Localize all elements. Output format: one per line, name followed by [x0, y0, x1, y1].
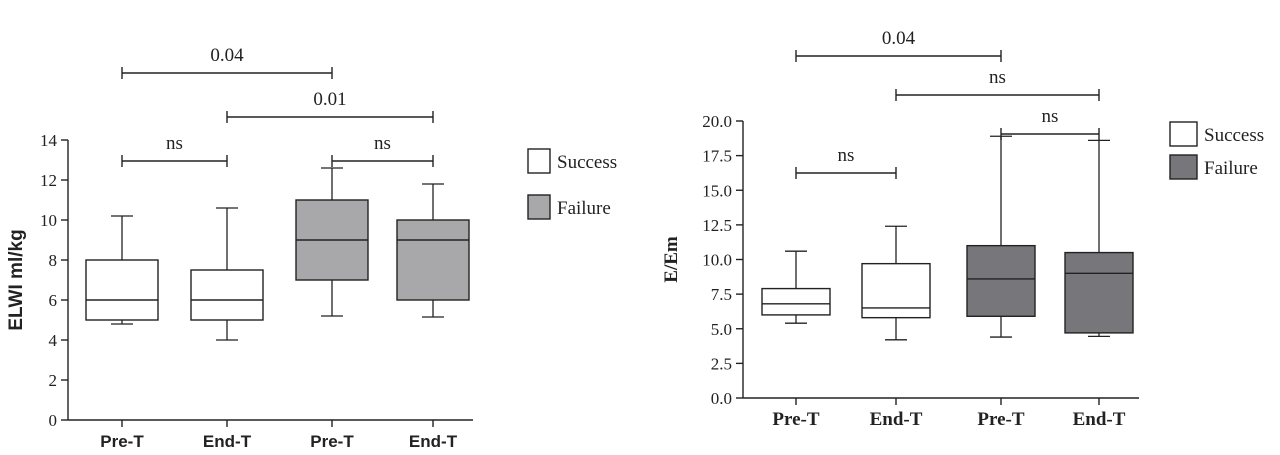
- y-tick-label: 7.5: [711, 285, 732, 304]
- y-tick-label: 6: [49, 291, 58, 310]
- comparison-label: 0.01: [313, 89, 346, 110]
- y-tick-label: 2: [49, 371, 58, 390]
- comparison-bracket: 0.01: [226, 89, 434, 123]
- box-iqr: [396, 219, 470, 301]
- box-3: [966, 135, 1036, 338]
- box-iqr: [1064, 251, 1134, 334]
- comparison-label: ns: [374, 133, 391, 154]
- x-tick-label: End-T: [870, 409, 923, 430]
- comparison-label: ns: [1042, 106, 1059, 127]
- box-4: [396, 183, 470, 318]
- x-tick-label: End-T: [203, 432, 252, 450]
- y-tick-label: 4: [49, 331, 58, 350]
- box-3: [295, 167, 369, 317]
- box-iqr: [861, 262, 931, 319]
- comparison-label: ns: [166, 133, 183, 154]
- y-tick-label: 14: [40, 131, 58, 150]
- y-tick-label: 0.0: [711, 389, 732, 408]
- box-1: [85, 215, 159, 325]
- x-tick-label: End-T: [1073, 409, 1126, 430]
- x-tick-label: Pre-T: [310, 432, 354, 450]
- y-tick-label: 12.5: [702, 216, 732, 235]
- box-iqr: [761, 287, 831, 316]
- y-axis-label: E/Em: [661, 236, 682, 283]
- box-iqr: [966, 244, 1036, 317]
- legend-item: Failure: [1169, 154, 1258, 180]
- x-tick-label: Pre-T: [100, 432, 144, 450]
- legend-label: Failure: [557, 198, 611, 219]
- box-1: [761, 250, 831, 324]
- comparison-bracket: ns: [121, 133, 228, 167]
- legend-item: Failure: [527, 194, 611, 220]
- comparison-label: ns: [838, 145, 855, 166]
- y-tick-label: 2.5: [711, 354, 732, 373]
- legend-item: Success: [1169, 121, 1264, 147]
- y-tick-label: 5.0: [711, 320, 732, 339]
- y-tick-label: 0: [49, 411, 58, 430]
- comparison-label: 0.04: [882, 28, 916, 49]
- box-2: [190, 207, 264, 341]
- x-tick-label: Pre-T: [977, 409, 1024, 430]
- comparison-bracket: 0.04: [795, 28, 1002, 62]
- legend-label: Failure: [1204, 158, 1258, 179]
- y-tick-label: 12: [40, 171, 57, 190]
- comparison-bracket: ns: [331, 133, 434, 167]
- box-iqr: [190, 269, 264, 321]
- y-tick-label: 10.0: [702, 251, 732, 270]
- comparison-bracket: ns: [795, 145, 897, 179]
- x-tick-label: Pre-T: [772, 409, 819, 430]
- y-tick-label: 20.0: [702, 112, 732, 131]
- box-iqr: [85, 259, 159, 321]
- legend-swatch: [527, 194, 551, 220]
- legend-swatch: [1169, 121, 1198, 147]
- x-tick-label: End-T: [409, 432, 458, 450]
- legend-label: Success: [1204, 125, 1264, 146]
- y-tick-label: 17.5: [702, 147, 732, 166]
- y-axis-label: ELWI ml/kg: [6, 229, 27, 330]
- chart-2: 0.0 2.5 5.0 7.5 10.0 12.5 15.0 17.5 20.0 E/Em Pre-…: [661, 28, 1264, 430]
- y-tick-label: 10: [40, 211, 57, 230]
- legend-label: Success: [557, 152, 617, 173]
- legend-item: Success: [527, 148, 617, 174]
- chart-1: 0 2 4 6 8 10 12 14 ELWI ml/kg Pre-T End-T Pre-T End-…: [6, 45, 617, 451]
- comparison-label: 0.04: [210, 45, 244, 66]
- y-tick-label: 8: [49, 251, 58, 270]
- legend-swatch: [527, 148, 551, 174]
- box-2: [861, 225, 931, 341]
- comparison-bracket: 0.04: [121, 45, 333, 79]
- comparison-bracket: ns: [895, 67, 1100, 101]
- comparison-bracket: ns: [1000, 106, 1100, 140]
- comparison-label: ns: [989, 67, 1006, 88]
- legend-swatch: [1169, 154, 1198, 180]
- y-tick-label: 15.0: [702, 181, 732, 200]
- box-4: [1064, 139, 1134, 338]
